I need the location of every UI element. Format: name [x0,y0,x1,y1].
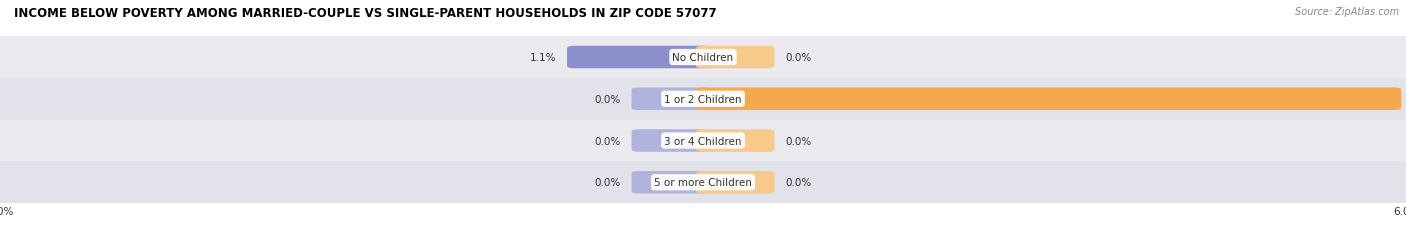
Text: 5 or more Children: 5 or more Children [654,177,752,188]
FancyBboxPatch shape [696,46,775,69]
FancyBboxPatch shape [696,130,775,152]
FancyBboxPatch shape [567,46,710,69]
FancyBboxPatch shape [631,171,710,194]
Text: 0.0%: 0.0% [785,177,811,188]
FancyBboxPatch shape [631,130,710,152]
Text: 0.0%: 0.0% [785,53,811,63]
Text: No Children: No Children [672,53,734,63]
Text: 1 or 2 Children: 1 or 2 Children [664,94,742,104]
Text: INCOME BELOW POVERTY AMONG MARRIED-COUPLE VS SINGLE-PARENT HOUSEHOLDS IN ZIP COD: INCOME BELOW POVERTY AMONG MARRIED-COUPL… [14,7,717,20]
Bar [0,120,1406,162]
FancyBboxPatch shape [631,88,710,111]
FancyBboxPatch shape [696,88,1402,111]
Text: 3 or 4 Children: 3 or 4 Children [664,136,742,146]
Text: 1.1%: 1.1% [530,53,557,63]
Bar [0,79,1406,120]
Text: 0.0%: 0.0% [595,136,621,146]
Text: 0.0%: 0.0% [595,94,621,104]
Text: 0.0%: 0.0% [595,177,621,188]
Bar [0,162,1406,203]
Bar [0,37,1406,79]
FancyBboxPatch shape [696,171,775,194]
Text: Source: ZipAtlas.com: Source: ZipAtlas.com [1295,7,1399,17]
Text: 0.0%: 0.0% [785,136,811,146]
